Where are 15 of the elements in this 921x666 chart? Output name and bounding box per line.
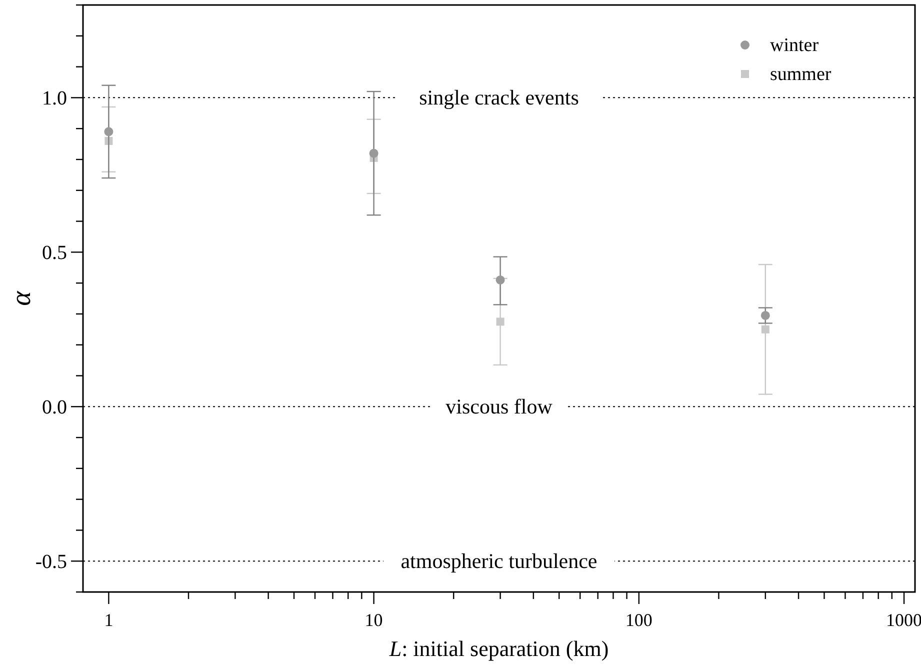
legend-label: summer [770, 64, 832, 85]
x-tick-label: 10 [364, 610, 383, 630]
y-tick-label: 0.5 [42, 242, 67, 264]
x-axis-title: L: initial separation (km) [388, 636, 609, 661]
legend-label: winter [770, 35, 820, 56]
ref-line-label: atmospheric turbulence [400, 549, 598, 574]
ref-line-label: viscous flow [446, 394, 554, 419]
ref-line-label: single crack events [419, 86, 579, 110]
x-tick-label: 100 [625, 610, 652, 630]
y-tick-label: 0.0 [42, 396, 67, 419]
y-tick-label: 1.0 [42, 88, 67, 110]
x-tick-label: 1 [104, 610, 114, 630]
y-tick-label: -0.5 [35, 551, 67, 574]
x-tick-label: 1000 [886, 610, 921, 630]
y-axis-title: α [6, 290, 37, 306]
